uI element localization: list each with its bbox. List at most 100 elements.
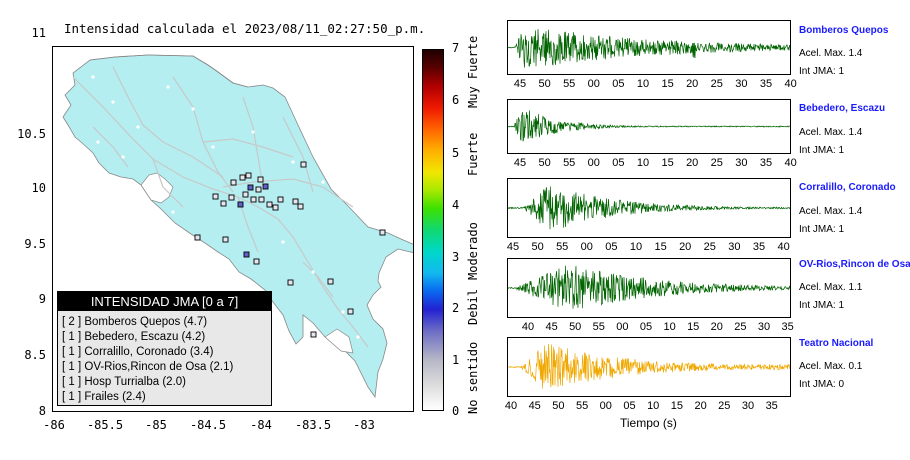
waveform-tick: 45 xyxy=(545,321,558,333)
waveform-panel xyxy=(507,20,791,75)
waveform-trace xyxy=(507,343,791,389)
waveform-panel xyxy=(507,337,791,397)
colorbar-label: Fuerte xyxy=(466,132,480,176)
map-title: Intensidad calculada el 2023/08/11_02:27… xyxy=(64,21,426,36)
waveform-tick: 45 xyxy=(513,157,527,169)
station-markers xyxy=(194,161,386,338)
waveform-tick: 10 xyxy=(629,241,643,253)
station-int: Int JMA: 1 xyxy=(799,300,845,311)
colorbar-label: Moderado xyxy=(466,222,480,280)
waveform-tick: 40 xyxy=(504,400,518,412)
station-int: Int JMA: 0 xyxy=(799,379,845,390)
waveform-tick: 05 xyxy=(639,321,653,333)
map-y-tick: 8.5 xyxy=(24,348,46,362)
waveform-tick: 00 xyxy=(616,321,629,333)
waveform-plot xyxy=(507,186,791,230)
waveform-tick: 35 xyxy=(752,241,766,253)
waveform-plot xyxy=(507,265,791,309)
waveform-trace xyxy=(507,28,791,68)
waveform-tick: 35 xyxy=(759,78,773,90)
colorbar-label: Debil xyxy=(466,288,480,325)
waveform-plot xyxy=(507,28,791,68)
waveform-tick: 30 xyxy=(757,321,771,333)
legend-row: [ 1 ] Frailes (2.4) xyxy=(62,391,146,403)
waveform-tick: 40 xyxy=(784,78,797,90)
waveform-trace xyxy=(507,110,791,142)
map-x-tick: -85.5 xyxy=(86,418,124,432)
waveform-tick: 55 xyxy=(563,157,576,169)
station-int: Int JMA: 1 xyxy=(799,224,845,235)
waveform-tick: 05 xyxy=(612,157,625,169)
waveform-tick: 20 xyxy=(710,321,723,333)
map-y-tick: 11 xyxy=(31,26,46,40)
waveform-tick: 45 xyxy=(513,78,527,90)
waveform-tick: 30 xyxy=(735,78,748,90)
waveform-tick: 00 xyxy=(599,400,612,412)
waveform-tick: 25 xyxy=(718,400,731,412)
waveform-tick: 15 xyxy=(661,157,674,169)
colorbar-tick: 1 xyxy=(452,353,460,367)
colorbar-tick: 0 xyxy=(452,404,460,418)
town-dots xyxy=(91,75,360,339)
waveform-plot xyxy=(507,343,791,389)
legend-row: [ 1 ] Bebedero, Escazu (4.2) xyxy=(62,331,206,343)
waveform-tick: 00 xyxy=(587,78,600,90)
waveform-tick: 45 xyxy=(528,400,541,412)
waveform-tick: 55 xyxy=(563,78,576,90)
waveform-tick: 20 xyxy=(686,78,699,90)
map-x-tick: -83 xyxy=(353,418,375,432)
waveform-panel xyxy=(507,178,791,238)
waveform-tick: 10 xyxy=(636,78,650,90)
station-acel: Acel. Max. 0.1 xyxy=(799,361,863,372)
colorbar-label: No sentido xyxy=(466,341,480,414)
waveform-panel xyxy=(507,258,791,318)
waveform-plot xyxy=(507,110,791,142)
waveform-tick: 25 xyxy=(710,157,723,169)
map-x-tick: -83.5 xyxy=(294,418,332,432)
nicaragua-border xyxy=(89,54,249,88)
waveform-tick: 30 xyxy=(735,157,748,169)
station-int: Int JMA: 1 xyxy=(799,66,845,77)
station-int: Int JMA: 1 xyxy=(799,145,845,156)
waveform-tick: 35 xyxy=(759,157,773,169)
colorbar-tick: 6 xyxy=(452,93,460,107)
waveform-tick: 50 xyxy=(531,241,544,253)
map-canvas xyxy=(62,54,413,399)
waveform-tick: 05 xyxy=(612,78,625,90)
waveform-tick: 15 xyxy=(687,321,700,333)
legend-row: [ 1 ] Corralillo, Coronado (3.4) xyxy=(62,346,214,358)
time-axis-label: Tiempo (s) xyxy=(620,416,677,430)
map-x-tick: -85 xyxy=(145,418,167,432)
colorbar-tick: 2 xyxy=(452,301,460,315)
waveform-tick: 15 xyxy=(654,241,667,253)
waveform-tick: 05 xyxy=(623,400,636,412)
map-y-tick: 8 xyxy=(38,404,46,418)
station-name: Bebedero, Escazu xyxy=(799,103,886,114)
legend-row: [ 1 ] Hosp Turrialba (2.0) xyxy=(62,376,186,388)
colorbar-tick: 5 xyxy=(452,146,460,160)
legend-row: [ 2 ] Bomberos Quepos (4.7) xyxy=(62,316,208,328)
waveform-tick: 35 xyxy=(781,321,794,333)
map-x-tick: -84 xyxy=(250,418,272,432)
waveform-tick: 40 xyxy=(521,321,535,333)
waveform-tick: 55 xyxy=(575,400,589,412)
waveform-tick: 15 xyxy=(670,400,684,412)
waveform-tick: 30 xyxy=(728,241,741,253)
waveform-tick: 20 xyxy=(686,157,699,169)
road-network xyxy=(72,66,369,348)
station-name: OV-Rios,Rincon de Osa xyxy=(799,259,910,270)
station-name: Corralillo, Coronado xyxy=(799,182,896,193)
waveform-tick: 25 xyxy=(703,241,716,253)
waveform-tick: 55 xyxy=(592,321,605,333)
waveform-tick: 05 xyxy=(605,241,618,253)
waveform-trace xyxy=(507,265,791,309)
map-y-tick: 9.5 xyxy=(24,237,46,251)
waveform-tick: 40 xyxy=(777,241,790,253)
station-name: Bomberos Quepos xyxy=(799,25,889,36)
waveform-tick: 25 xyxy=(734,321,747,333)
station-acel: Acel. Max. 1.4 xyxy=(799,206,863,217)
waveform-tick: 20 xyxy=(694,400,707,412)
waveform-tick: 30 xyxy=(741,400,755,412)
waveform-tick: 40 xyxy=(784,157,797,169)
